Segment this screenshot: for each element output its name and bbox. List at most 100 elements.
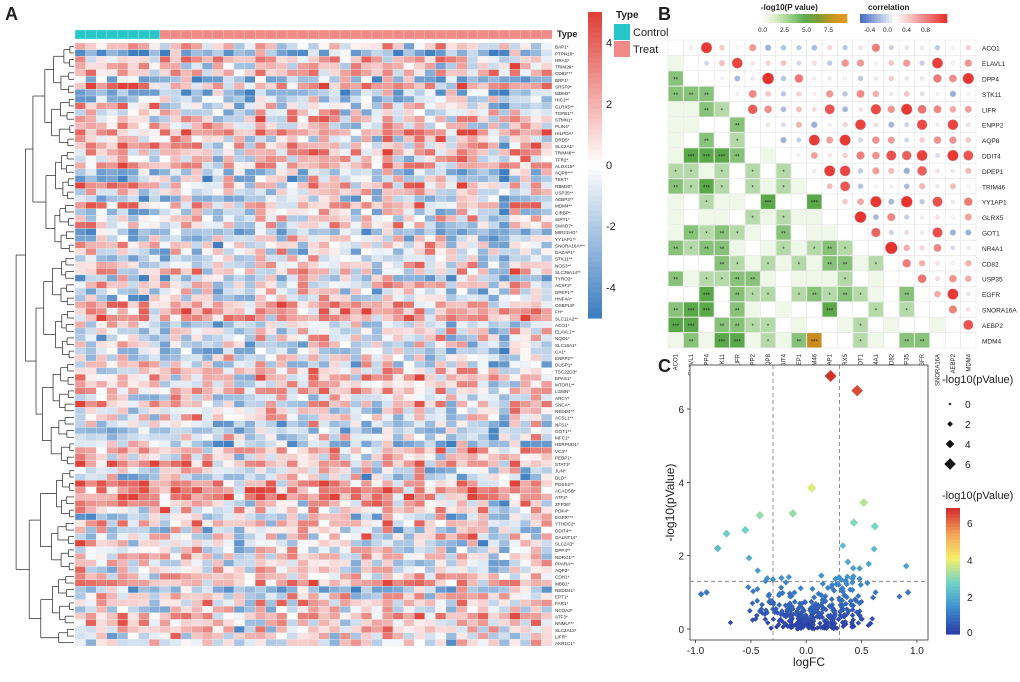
heatmap-cell	[202, 95, 213, 103]
heatmap-cell	[509, 493, 521, 501]
heatmap-cell	[233, 288, 245, 295]
heatmap-cell	[297, 447, 309, 455]
heatmap-cell	[191, 619, 203, 627]
heatmap-cell	[445, 533, 457, 541]
row-label: OSBPL9*	[555, 303, 575, 308]
heatmap-cell	[435, 400, 447, 408]
heatmap-cell	[223, 519, 235, 527]
heatmap-cell	[286, 155, 298, 163]
heatmap-cell	[202, 109, 213, 117]
heatmap-cell	[477, 254, 489, 262]
heatmap-cell	[488, 632, 500, 640]
heatmap-cell	[414, 175, 425, 183]
heatmap-cell	[223, 327, 235, 335]
heatmap-cell	[477, 453, 489, 461]
heatmap-cell	[488, 460, 500, 468]
heatmap-cell	[530, 175, 542, 183]
heatmap-cell	[530, 201, 542, 209]
correlation-circle	[780, 60, 787, 67]
heatmap-cell	[85, 453, 97, 461]
correlation-circle	[747, 104, 758, 115]
heatmap-cell	[403, 288, 415, 295]
heatmap-cell	[477, 400, 489, 408]
colorbar-segment	[588, 165, 602, 171]
heatmap-cell	[477, 586, 489, 594]
heatmap-cell	[509, 460, 521, 468]
heatmap-cell	[488, 109, 500, 117]
row-label: SRSF9*	[555, 84, 572, 89]
heatmap-cell	[520, 128, 531, 136]
heatmap-cell	[244, 188, 256, 196]
heatmap-cell	[286, 420, 298, 428]
heatmap-cell	[371, 162, 383, 170]
heatmap-cell	[223, 148, 235, 156]
heatmap-cell	[159, 413, 171, 421]
heatmap-cell	[445, 168, 457, 176]
heatmap-cell	[159, 566, 171, 574]
heatmap-cell	[467, 559, 478, 567]
heatmap-cell	[509, 75, 521, 83]
heatmap-cell	[445, 374, 457, 382]
heatmap-cell	[202, 400, 213, 408]
heatmap-cell	[180, 142, 192, 150]
heatmap-cell	[498, 142, 510, 150]
heatmap-cell	[286, 367, 298, 375]
heatmap-cell	[477, 261, 489, 269]
heatmap-cell	[445, 513, 457, 521]
heatmap-cell	[467, 181, 478, 189]
heatmap-cell	[403, 148, 415, 156]
heatmap-cell	[488, 228, 500, 236]
heatmap-cell	[382, 606, 394, 614]
correlation-circle	[873, 76, 878, 81]
correlation-legend-segment	[886, 14, 890, 23]
row-label: NOS3**	[555, 263, 571, 268]
heatmap-cell	[467, 148, 478, 156]
matrix-cell	[698, 70, 715, 87]
heatmap-cell	[467, 142, 478, 150]
heatmap-cell	[96, 56, 107, 64]
heatmap-cell	[170, 75, 182, 83]
heatmap-cell	[350, 380, 362, 388]
heatmap-cell	[117, 254, 129, 262]
heatmap-cell	[329, 175, 341, 183]
heatmap-cell	[392, 526, 404, 534]
heatmap-cell	[456, 427, 468, 435]
heatmap-cell	[297, 215, 309, 223]
heatmap-cell	[456, 162, 468, 170]
heatmap-cell	[445, 380, 457, 388]
heatmap-cell	[308, 281, 319, 289]
heatmap-cell	[350, 513, 362, 521]
heatmap-cell	[180, 360, 192, 368]
heatmap-cell	[233, 347, 245, 355]
heatmap-cell	[127, 407, 139, 415]
heatmap-cell	[265, 387, 277, 395]
heatmap-cell	[498, 195, 510, 203]
heatmap-cell	[159, 579, 171, 587]
heatmap-cell	[403, 466, 415, 474]
heatmap-cell	[467, 566, 478, 574]
heatmap-cell	[223, 254, 235, 262]
heatmap-cell	[117, 433, 129, 441]
heatmap-cell	[308, 420, 319, 428]
pvalue-legend-segment	[809, 14, 813, 23]
heatmap-cell	[276, 533, 288, 541]
heatmap-cell	[180, 466, 192, 474]
heatmap-cell	[180, 579, 192, 587]
heatmap-cell	[212, 579, 224, 587]
heatmap-cell	[265, 639, 277, 647]
heatmap-cell	[541, 334, 553, 342]
annotation-cell	[371, 29, 383, 40]
heatmap-cell	[223, 500, 235, 508]
heatmap-cell	[212, 188, 224, 196]
heatmap-cell	[297, 480, 309, 488]
heatmap-cell	[223, 466, 235, 474]
heatmap-cell	[477, 606, 489, 614]
colorbar-segment	[588, 246, 602, 253]
heatmap-cell	[286, 387, 298, 395]
heatmap-cell	[276, 513, 288, 521]
heatmap-cell	[414, 148, 425, 156]
significance-stars: **	[704, 108, 709, 114]
heatmap-cell	[318, 513, 330, 521]
heatmap-cell	[308, 380, 319, 388]
dendrogram	[15, 45, 74, 644]
